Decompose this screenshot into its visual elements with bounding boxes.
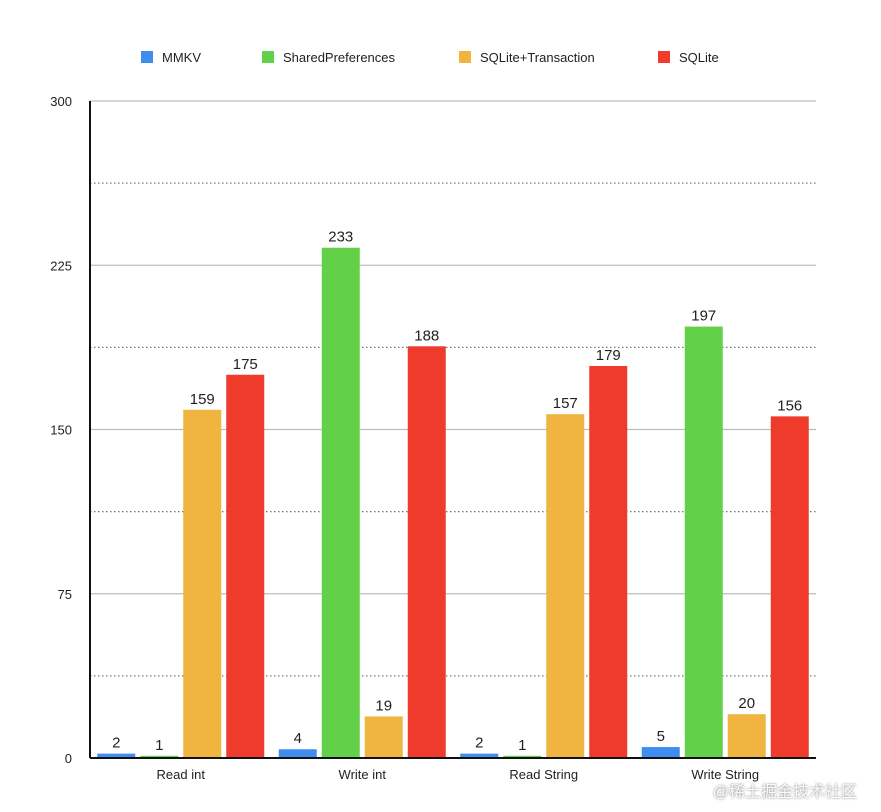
bar — [364, 716, 403, 758]
legend: MMKV SharedPreferences SQLite+Transaction S… — [141, 50, 719, 65]
legend-label: SharedPreferences — [283, 50, 396, 65]
bar — [140, 755, 179, 758]
legend-swatch — [459, 51, 471, 63]
bars — [97, 247, 809, 759]
y-tick-label: 150 — [50, 423, 72, 438]
data-label: 1 — [155, 737, 163, 754]
x-tick-label: Write String — [691, 767, 759, 782]
bar — [97, 753, 136, 758]
bar — [226, 374, 265, 758]
x-tick-label: Read int — [157, 767, 206, 782]
data-label: 197 — [691, 308, 716, 325]
y-tick-label: 75 — [58, 587, 72, 602]
bar — [546, 414, 585, 758]
x-tick-label: Write int — [339, 767, 387, 782]
y-tick-label: 300 — [50, 94, 72, 109]
y-tick-label: 0 — [65, 751, 72, 766]
data-label: 179 — [596, 347, 621, 364]
bar — [770, 416, 809, 758]
bar — [460, 753, 499, 758]
bar — [503, 755, 542, 758]
data-label: 4 — [294, 730, 302, 747]
data-label: 156 — [777, 397, 802, 414]
legend-label: MMKV — [162, 50, 201, 65]
data-labels: 2 1 159 175 4 233 19 188 2 1 157 179 5 197 20 156 — [112, 229, 802, 754]
bar — [407, 346, 446, 758]
data-label: 175 — [233, 356, 258, 373]
legend-swatch — [658, 51, 670, 63]
legend-swatch — [262, 51, 274, 63]
bar — [641, 747, 680, 758]
data-label: 157 — [553, 395, 578, 412]
bar — [727, 714, 766, 758]
bar — [183, 409, 222, 758]
data-label: 5 — [657, 728, 665, 745]
data-label: 159 — [190, 391, 215, 408]
data-label: 233 — [328, 229, 353, 246]
legend-swatch — [141, 51, 153, 63]
bar — [278, 749, 317, 758]
data-label: 19 — [375, 697, 392, 714]
y-tick-label: 225 — [50, 258, 72, 273]
x-tick-label: Read String — [509, 767, 578, 782]
watermark: @稀土掘金技术社区 — [712, 784, 857, 801]
data-label: 2 — [475, 735, 483, 752]
legend-label: SQLite+Transaction — [480, 50, 595, 65]
data-label: 20 — [738, 695, 755, 712]
data-label: 188 — [414, 327, 439, 344]
bar — [321, 247, 360, 759]
data-label: 2 — [112, 735, 120, 752]
bar — [684, 326, 723, 758]
legend-label: SQLite — [679, 50, 719, 65]
data-label: 1 — [518, 737, 526, 754]
bar — [589, 365, 628, 758]
